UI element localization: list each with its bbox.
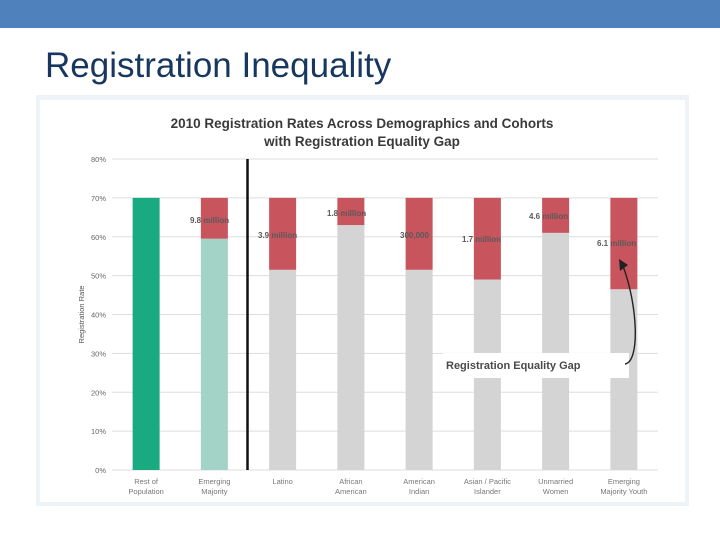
x-tick-label: Rest of — [134, 477, 159, 486]
registration-chart: 2010 Registration Rates Across Demograph… — [77, 116, 658, 496]
gap-value-label: 1.7 million — [462, 235, 501, 244]
bar-rate — [269, 269, 297, 470]
x-tick-label: Majority Youth — [600, 487, 647, 496]
y-tick-label: 60% — [91, 233, 106, 242]
bar-rate — [132, 197, 160, 470]
x-tick-label: Emerging — [608, 477, 640, 486]
gap-value-label: 4.6 million — [529, 212, 568, 221]
gap-value-label: 300,000 — [400, 231, 429, 240]
bar-gap — [610, 197, 638, 290]
bar-gap — [269, 197, 297, 270]
x-tick-label: American — [403, 477, 435, 486]
y-axis-label: Registration Rate — [77, 286, 86, 344]
bar-rate — [610, 289, 638, 470]
y-tick-label: 50% — [91, 272, 106, 281]
y-tick-label: 20% — [91, 388, 106, 397]
bar-gap — [200, 197, 228, 239]
gap-value-label: 9.8 million — [190, 216, 229, 225]
chart-title-line-2: with Registration Equality Gap — [263, 134, 460, 149]
gap-value-label: 3.9 million — [258, 231, 297, 240]
gap-value-label: 1.8 million — [327, 209, 366, 218]
x-tick-label: African — [339, 477, 362, 486]
bar-rate — [405, 269, 433, 470]
y-tick-label: 80% — [91, 155, 106, 164]
slide-title: Registration Inequality — [45, 46, 392, 85]
annotation-arrow — [622, 265, 636, 365]
x-tick-label: Latino — [272, 477, 292, 486]
bar-rate — [200, 238, 228, 470]
y-tick-label: 30% — [91, 349, 106, 358]
annotation-box — [443, 353, 629, 378]
x-tick-label: Indian — [409, 487, 429, 496]
chart-title-line-1: 2010 Registration Rates Across Demograph… — [171, 116, 554, 131]
x-tick-label: Majority — [201, 487, 228, 496]
annotation-text: Registration Equality Gap — [446, 360, 581, 372]
bar-gap — [542, 197, 570, 233]
x-tick-label: Unmarried — [538, 477, 573, 486]
x-tick-label: Population — [128, 487, 163, 496]
y-tick-label: 40% — [91, 311, 106, 320]
bar-rate — [542, 232, 570, 470]
chart-panel: 2010 Registration Rates Across Demograph… — [40, 100, 685, 502]
bar-gap — [473, 197, 501, 280]
bar-gap — [337, 197, 365, 226]
y-tick-label: 10% — [91, 427, 106, 436]
x-tick-label: Islander — [474, 487, 501, 496]
y-tick-label: 0% — [95, 466, 106, 475]
annotation-arrowhead — [619, 259, 628, 271]
x-tick-label: Asian / Pacific — [464, 477, 511, 486]
y-tick-label: 70% — [91, 194, 106, 203]
x-tick-label: Emerging — [198, 477, 230, 486]
top-accent-bar — [0, 0, 720, 28]
bar-rate — [337, 225, 365, 470]
bar-gap — [405, 197, 433, 270]
gap-value-label: 6.1 million — [597, 239, 636, 248]
x-tick-label: American — [335, 487, 367, 496]
x-tick-label: Women — [543, 487, 569, 496]
